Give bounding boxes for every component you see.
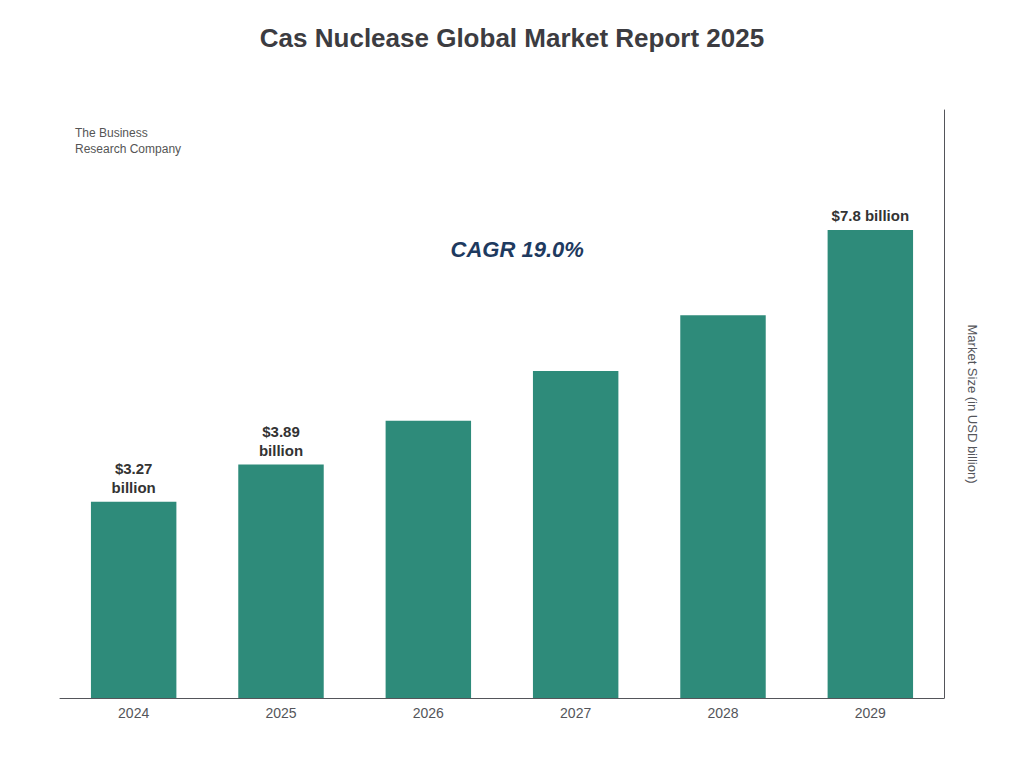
svg-text:2029: 2029: [855, 705, 886, 721]
svg-text:The Business: The Business: [75, 126, 148, 140]
svg-text:2024: 2024: [118, 705, 149, 721]
svg-text:CAGR 19.0%: CAGR 19.0%: [451, 237, 584, 262]
svg-text:$3.27: $3.27: [115, 460, 153, 477]
svg-text:2026: 2026: [413, 705, 444, 721]
svg-text:billion: billion: [259, 442, 303, 459]
svg-text:$7.8 billion: $7.8 billion: [832, 207, 910, 224]
svg-text:billion: billion: [112, 479, 156, 496]
svg-text:$3.89: $3.89: [262, 423, 300, 440]
svg-text:2027: 2027: [560, 705, 591, 721]
svg-text:2025: 2025: [265, 705, 296, 721]
svg-text:Research Company: Research Company: [75, 142, 181, 156]
svg-text:Cas Nuclease Global Market Rep: Cas Nuclease Global Market Report 2025: [260, 23, 764, 53]
svg-text:Market Size (in USD billion): Market Size (in USD billion): [965, 325, 980, 484]
svg-text:2028: 2028: [707, 705, 738, 721]
